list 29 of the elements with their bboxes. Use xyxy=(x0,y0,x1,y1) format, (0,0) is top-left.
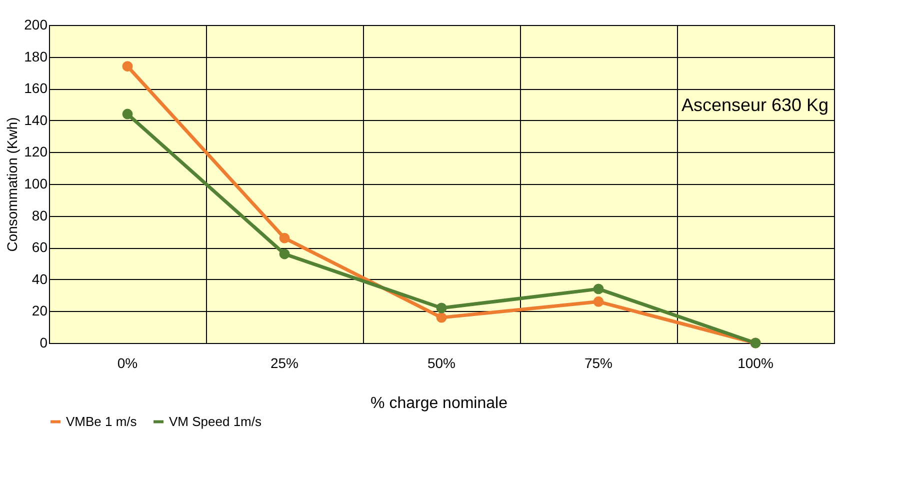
y-tick-label: 180 xyxy=(24,48,48,64)
point xyxy=(279,232,290,244)
point xyxy=(436,302,447,314)
x-tick-label: 50% xyxy=(427,355,456,371)
legend-label: VM Speed 1m/s xyxy=(169,414,262,429)
y-tick-label: 20 xyxy=(32,302,48,319)
x-axis-title: % charge nominale xyxy=(370,395,508,412)
y-tick-label: 120 xyxy=(24,144,48,160)
y-tick-label: 60 xyxy=(32,239,48,256)
annotation: Ascenseur 630 Kg xyxy=(681,95,829,115)
x-tick-label: 0% xyxy=(117,355,138,371)
point xyxy=(593,296,604,307)
y-tick-label: 100 xyxy=(24,176,48,192)
legend-label: VMBe 1 m/s xyxy=(66,414,138,429)
x-tick-label: 25% xyxy=(270,355,299,371)
x-tick-label: 100% xyxy=(738,355,774,371)
y-tick-label: 80 xyxy=(32,207,48,224)
point xyxy=(122,108,133,120)
point xyxy=(279,248,290,260)
point xyxy=(122,61,133,72)
y-tick-label: 0 xyxy=(40,334,48,350)
x-tick-label: 75% xyxy=(584,355,613,371)
y-tick-label: 40 xyxy=(32,270,48,287)
point xyxy=(436,312,447,323)
y-tick-label: 200 xyxy=(24,16,48,32)
point xyxy=(593,284,604,294)
y-tick-label: 160 xyxy=(24,80,48,96)
y-tick-label: 140 xyxy=(24,112,48,128)
y-axis-title: Consommation (Kwh) xyxy=(4,117,20,252)
